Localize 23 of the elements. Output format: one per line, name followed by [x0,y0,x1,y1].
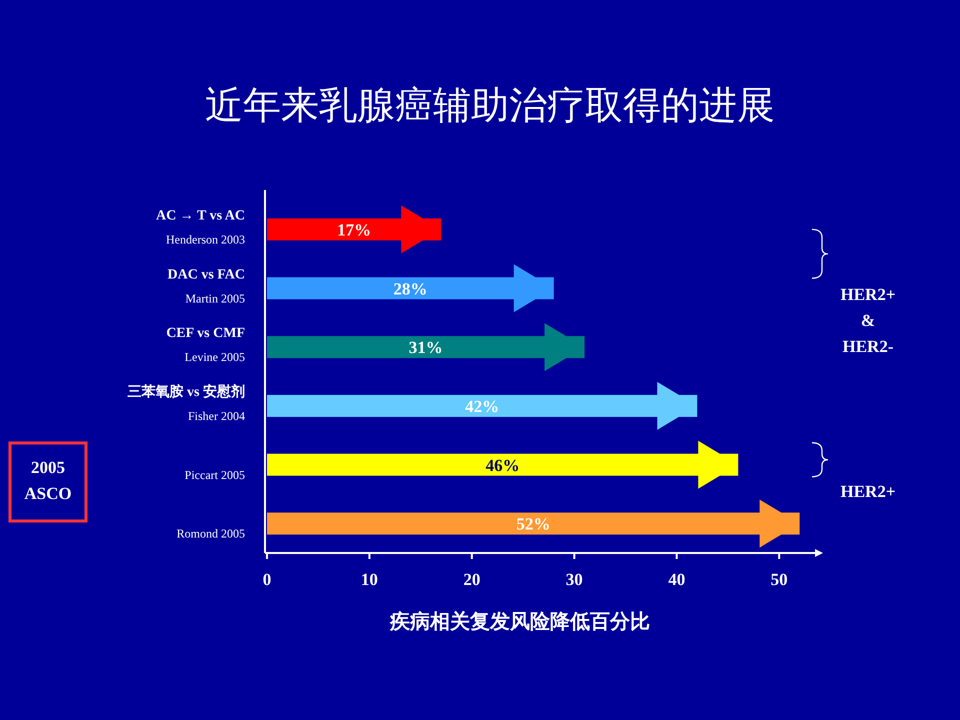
data-label: 52% [516,514,550,534]
data-label: 46% [486,456,520,475]
y-tick-label: CEF vs CMF Levine 2005 [166,326,245,364]
x-tick-label: 0 [262,570,272,589]
y-tick-label: DAC vs FAC Martin 2005 [167,267,245,306]
x-tick-label: 50 [770,570,788,589]
x-tick-label: 40 [668,570,686,589]
y-tick-label: AC → T vs AC Henderson 2003 [156,208,245,246]
chart-title: 近年来乳腺癌辅助治疗取得的进展 [205,85,775,127]
x-axis-title: 疾病相关复发风险降低百分比 [389,610,650,633]
data-label: 42% [465,396,500,416]
text: 2005 ASCO [24,458,72,503]
data-label: 17% [337,220,372,240]
x-tick-label: 20 [463,570,480,589]
y-tick-label: Romond 2005 [176,526,245,541]
text: HER2+ & HER2- [840,285,896,356]
data-label: 28% [393,279,428,298]
y-tick-label: Piccart 2005 [184,468,245,482]
x-tick-label: 30 [566,570,583,589]
data-label: 31% [408,338,443,358]
y-tick-label: 三苯氧胺 vs 安慰剂 Fisher 2004 [128,382,245,423]
x-tick-label: 10 [360,570,378,589]
text: HER2+ [840,482,896,501]
